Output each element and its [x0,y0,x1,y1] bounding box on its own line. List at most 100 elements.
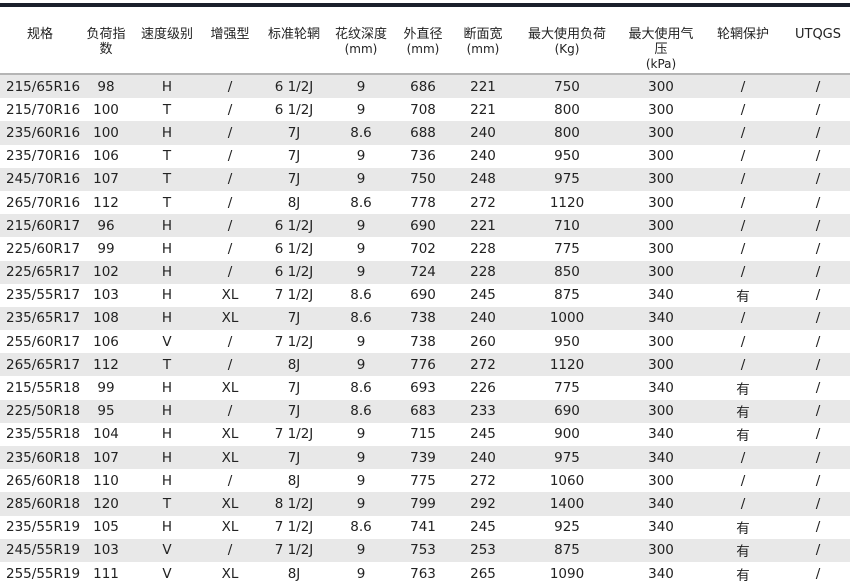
cell-spec: 235/60R16 [0,121,80,145]
table-row: 215/65R16 98 H/6 1/2J 9 686 221 750 300// [0,74,850,99]
cell-utqgs: / [786,492,850,516]
cell-standard-rim: 7J [287,380,301,397]
header-max-pressure: 最大使用气压 (kPa) [622,10,700,75]
header-row: 规格 负荷指数 速度级别 增强型 标准轮辋 花纹深度 (mm) 外直径 (mm) 断面宽 (mm) 最… [0,10,850,75]
cell-rim-protector: 有 [736,382,750,399]
cell-max-load: 1090 [549,565,585,582]
cell-utqgs: / [815,194,821,211]
cell-standard-rim: 7 1/2J [258,538,330,562]
cell-rim-protector: / [700,74,786,99]
cell-speed-rating: T [162,148,172,165]
cell-rim-protector: / [700,214,786,238]
cell-max-load: 1000 [512,306,622,331]
header-max-load: 最大使用负荷 (Kg) [512,10,622,75]
cell-load-index: 99 [97,380,115,397]
cell-overall-diameter: 690 [410,287,436,304]
cell-reinforced: / [202,353,258,377]
cell-speed-rating: V [162,333,172,350]
cell-standard-rim: 7 1/2J [274,287,314,304]
cell-reinforced: / [202,74,258,99]
cell-standard-rim: 6 1/2J [274,101,314,118]
cell-spec: 225/50R18 [0,399,80,423]
cell-utqgs: / [815,565,821,582]
cell-utqgs: / [786,214,850,238]
cell-section-width: 221 [470,101,496,118]
table-row: 215/70R16 100 T / 6 1/2J 9 708 221 800 300 / / [0,98,850,121]
cell-rim-protector: 有 [700,399,786,423]
cell-tread-depth: 9 [330,492,392,516]
cell-max-pressure: 300 [622,121,700,145]
cell-max-pressure: 300 [648,240,674,257]
cell-load-index: 120 [80,492,132,516]
cell-overall-diameter: 724 [392,260,454,284]
cell-speed-rating: H [161,426,173,443]
cell-section-width: 240 [454,446,512,470]
cell-load-index: 100 [80,121,132,145]
cell-max-load: 975 [512,446,622,470]
cell-section-width: 240 [470,148,496,165]
cell-speed-rating: H [132,446,202,470]
cell-section-width: 245 [470,426,496,443]
cell-section-width: 228 [470,240,496,257]
cell-overall-diameter: 708 [410,101,436,118]
table-row: 255/55R19 111 V XL 8J 9 763 265 1090 340 有 / [0,562,850,585]
cell-overall-diameter: 693 [410,380,436,397]
cell-load-index: 110 [93,472,119,489]
cell-section-width: 228 [454,260,512,284]
cell-max-pressure: 340 [622,306,700,331]
cell-reinforced: / [227,148,233,165]
cell-spec: 255/60R17 [6,333,81,350]
cell-load-index: 112 [93,194,119,211]
cell-max-pressure: 300 [622,538,700,562]
cell-max-pressure: 300 [622,74,700,99]
header-tread-depth: 花纹深度 (mm) [330,10,392,75]
cell-reinforced: / [202,167,258,191]
cell-reinforced: / [202,399,258,423]
cell-max-pressure: 300 [648,333,674,350]
cell-load-index: 103 [80,538,132,562]
cell-load-index: 105 [93,519,119,536]
cell-max-load: 1400 [512,492,622,516]
table-row: 225/60R17 99 H / 6 1/2J 9 702 228 775 300 / / [0,237,850,260]
cell-speed-rating: H [132,74,202,99]
top-rule [0,3,850,7]
header-label: 断面宽 [463,27,503,42]
cell-rim-protector: / [740,148,746,165]
cell-max-load: 950 [554,333,580,350]
cell-max-pressure: 340 [648,287,674,304]
table-row: 265/60R18 110 H / 8J 9 775 272 1060 300 / / [0,469,850,492]
cell-load-index: 107 [80,446,132,470]
cell-max-load: 775 [554,240,580,257]
cell-max-load: 800 [512,121,622,145]
cell-spec: 215/55R18 [6,380,81,397]
cell-utqgs: / [815,472,821,489]
cell-utqgs: / [786,353,850,377]
cell-speed-rating: H [132,121,202,145]
cell-rim-protector: / [740,101,746,118]
cell-utqgs: / [786,306,850,331]
cell-spec: 265/65R17 [0,353,80,377]
cell-spec: 235/55R18 [6,426,81,443]
cell-max-pressure: 300 [622,399,700,423]
cell-max-pressure: 300 [648,148,674,165]
cell-overall-diameter: 688 [392,121,454,145]
cell-spec: 285/60R18 [0,492,80,516]
cell-tread-depth: 9 [330,353,392,377]
table-row: 215/60R17 96 H/6 1/2J 9 690 221 710 300// [0,214,850,238]
header-label: 规格 [26,27,53,42]
header-label: 花纹深度 [334,27,387,42]
table-row: 235/55R19 105 H XL 7 1/2J 8.6 741 245 925 340 有 / [0,516,850,539]
cell-spec: 235/55R19 [6,519,81,536]
cell-reinforced: XL [221,287,239,304]
table-row: 265/65R17 112 T/8J 9 776 272 1120 300// [0,353,850,377]
cell-section-width: 245 [470,519,496,536]
cell-reinforced: / [227,472,233,489]
cell-rim-protector: 有 [736,521,750,538]
cell-tread-depth: 8.6 [350,287,372,304]
cell-reinforced: XL [202,446,258,470]
cell-overall-diameter: 736 [410,148,436,165]
cell-spec: 215/65R16 [0,74,80,99]
header-label: UTQGS [794,27,841,42]
cell-overall-diameter: 741 [410,519,436,536]
cell-max-load: 875 [512,538,622,562]
